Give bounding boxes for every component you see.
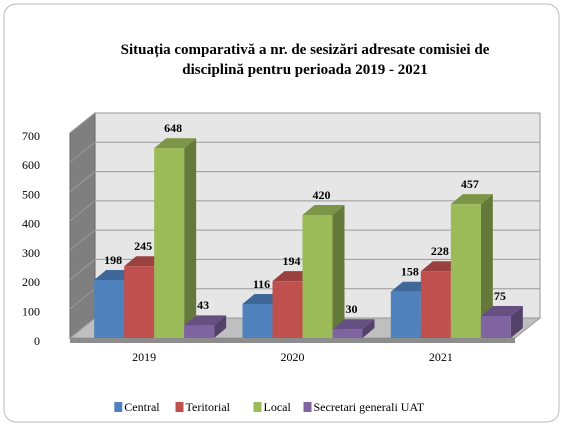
bar: [302, 215, 333, 338]
floor-edge: [70, 338, 515, 343]
legend-label: Teritorial: [186, 400, 231, 414]
bar-top: [480, 306, 523, 317]
bar: [420, 271, 451, 338]
legend-label: Central: [124, 400, 160, 414]
legend-label: Secretari generali UAT: [314, 400, 425, 414]
grid-line: [69, 141, 96, 163]
bar: [390, 291, 421, 338]
bar: [94, 280, 125, 338]
legend-swatch: [175, 402, 184, 412]
data-label: 245: [134, 239, 152, 253]
y-tick-label: 700: [22, 129, 40, 143]
bar-top: [154, 138, 197, 149]
bar-top: [450, 194, 493, 205]
bar-side: [214, 315, 227, 338]
bar: [184, 325, 215, 338]
bar: [242, 304, 273, 338]
data-label: 43: [197, 298, 209, 312]
grid-line: [69, 112, 96, 134]
data-label: 194: [283, 254, 301, 268]
data-label: 457: [461, 177, 479, 191]
grid-line: [69, 200, 96, 222]
legend-swatch: [303, 402, 312, 412]
data-label: 75: [494, 289, 506, 303]
grid-line: [69, 171, 96, 192]
grid-line: [69, 317, 96, 339]
bar-side: [510, 306, 523, 338]
side-wall: [69, 111, 96, 340]
grid-line: [69, 229, 96, 251]
x-tick-label: 2019: [132, 350, 156, 364]
y-tick-label: 300: [22, 246, 40, 260]
y-tick-label: 100: [22, 304, 40, 318]
bar: [272, 281, 303, 338]
x-tick-label: 2020: [281, 350, 305, 364]
legend-label: Local: [264, 400, 292, 414]
bar-side: [362, 319, 375, 338]
data-label: 158: [401, 264, 419, 278]
bar-top: [184, 315, 227, 326]
bar-side: [184, 138, 197, 338]
chart-title: Situația comparativă a nr. de sesizări a…: [120, 42, 490, 78]
bar-side: [332, 205, 345, 338]
data-label: 648: [164, 121, 182, 135]
grid-line: [69, 259, 96, 280]
bar: [332, 329, 363, 338]
y-tick-label: 0: [34, 334, 40, 348]
legend-swatch: [253, 402, 262, 412]
bar-side: [480, 194, 493, 338]
bar-top: [332, 319, 375, 330]
x-tick-label: 2021: [429, 350, 453, 364]
y-tick-label: 600: [22, 158, 40, 172]
bar: [124, 266, 155, 338]
data-label: 420: [313, 188, 331, 202]
data-label: 228: [431, 244, 449, 258]
y-tick-label: 200: [22, 275, 40, 289]
legend-swatch: [114, 402, 123, 412]
data-label: 198: [104, 253, 122, 267]
data-label: 116: [253, 277, 270, 291]
bar-top: [302, 205, 345, 215]
y-tick-label: 400: [22, 217, 40, 231]
grid-line: [69, 288, 96, 310]
y-tick-label: 500: [22, 187, 40, 201]
bar: [154, 148, 185, 338]
bar: [450, 204, 481, 338]
bar: [480, 316, 511, 338]
data-label: 30: [346, 302, 358, 316]
